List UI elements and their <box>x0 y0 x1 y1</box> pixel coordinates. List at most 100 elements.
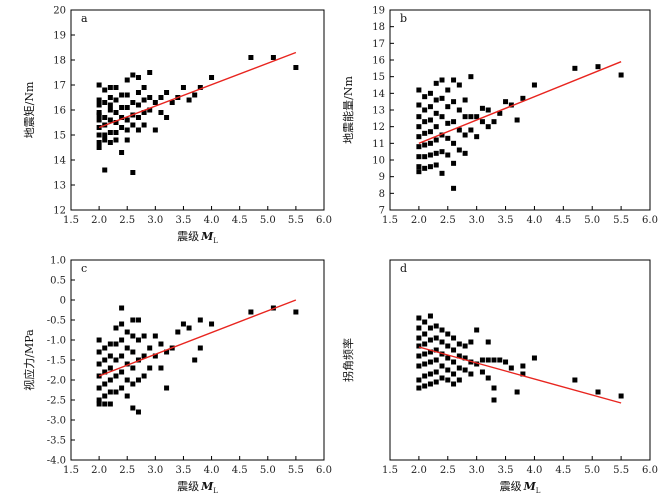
scatter-point <box>462 367 468 373</box>
scatter-point <box>439 170 445 176</box>
x-tick-label: 6.0 <box>642 215 658 226</box>
scatter-point <box>113 110 119 115</box>
scatter-point <box>248 55 254 60</box>
scatter-point <box>433 162 439 168</box>
scatter-point <box>147 70 153 75</box>
scatter-point <box>427 313 433 319</box>
scatter-point <box>462 343 468 349</box>
y-tick-label: -1.5 <box>47 356 66 367</box>
scatter-point <box>491 385 497 391</box>
scatter-point <box>456 82 462 88</box>
scatter-point <box>96 401 102 407</box>
y-tick-label: 17 <box>372 39 385 50</box>
y-tick-label: 12 <box>53 206 66 217</box>
scatter-point <box>445 104 451 110</box>
x-tick-label: 4.5 <box>232 465 248 476</box>
scatter-point <box>445 377 451 383</box>
scatter-point <box>158 365 164 371</box>
scatter-point <box>445 152 451 158</box>
scatter-point <box>119 385 125 391</box>
scatter-point <box>462 150 468 156</box>
scatter-point <box>180 85 186 90</box>
scatter-point <box>497 110 503 116</box>
scatter-point <box>130 381 136 387</box>
scatter-point <box>439 339 445 345</box>
scatter-point <box>130 365 136 371</box>
y-tick-label: 9 <box>379 172 385 183</box>
scatter-point <box>416 169 422 175</box>
scatter-point <box>474 361 480 367</box>
scatter-point <box>427 325 433 331</box>
scatter-point <box>96 97 102 103</box>
scatter-point <box>102 345 108 351</box>
scatter-point <box>462 97 468 103</box>
scatter-point <box>497 357 503 363</box>
scatter-point <box>456 107 462 113</box>
y-tick-label: 11 <box>372 139 385 150</box>
scatter-point <box>180 321 186 327</box>
scatter-point <box>147 365 153 371</box>
scatter-point <box>113 341 119 347</box>
scatter-point <box>520 371 526 377</box>
scatter-point <box>102 132 108 138</box>
y-tick-label: 20 <box>53 6 66 17</box>
scatter-point <box>102 393 108 399</box>
scatter-point <box>416 134 422 140</box>
scatter-point <box>503 359 509 365</box>
x-tick-label: 2.5 <box>119 465 135 476</box>
scatter-point <box>433 137 439 143</box>
scatter-point <box>427 152 433 158</box>
scatter-point <box>164 385 170 391</box>
scatter-point <box>433 150 439 156</box>
scatter-point <box>439 375 445 381</box>
scatter-point <box>416 325 422 331</box>
scatter-point <box>113 137 119 143</box>
y-tick-label: 14 <box>372 89 385 100</box>
x-tick-label: 2.0 <box>91 465 107 476</box>
scatter-point <box>96 337 102 343</box>
scatter-point <box>485 375 491 381</box>
scatter-point <box>124 127 130 133</box>
y-tick-label: 0 <box>60 296 66 307</box>
scatter-point <box>102 381 108 387</box>
scatter-point <box>175 329 181 335</box>
scatter-point <box>508 102 514 108</box>
scatter-point <box>491 357 497 363</box>
scatter-point <box>96 385 102 391</box>
x-tick-label: 4.5 <box>232 215 248 226</box>
y-tick-label: 15 <box>372 72 385 83</box>
y-tick-label: 14 <box>53 156 66 167</box>
y-tick-label: 10 <box>372 156 385 167</box>
scatter-point <box>147 345 153 351</box>
x-tick-label: 5.5 <box>613 215 629 226</box>
x-tick-label: 3.0 <box>147 215 163 226</box>
scatter-point <box>113 389 119 395</box>
scatter-point <box>595 389 601 395</box>
y-tick-label: 7 <box>379 206 385 217</box>
scatter-point <box>427 129 433 135</box>
scatter-point <box>124 393 130 399</box>
scatter-point <box>119 353 125 359</box>
scatter-point <box>130 405 136 411</box>
x-tick-label: 2.5 <box>440 215 456 226</box>
scatter-point <box>445 367 451 373</box>
scatter-point <box>113 120 119 125</box>
scatter-point <box>107 130 113 135</box>
y-tick-label: -2.0 <box>47 376 66 387</box>
scatter-point <box>107 117 113 123</box>
y-tick-label: 19 <box>372 6 385 17</box>
scatter-point <box>485 357 491 363</box>
x-tick-label: 5.5 <box>288 215 304 226</box>
scatter-point <box>152 353 158 359</box>
panel-b: 1.5 2.0 2.5 3.0 3.5 4.0 4.5 5.0 5.5 6.0 7 8 9 10 11 12 1… <box>341 6 658 227</box>
scatter-point <box>119 105 125 110</box>
scatter-point <box>293 309 299 315</box>
x-tick-label: 3.5 <box>175 465 191 476</box>
panel-c: 1.5 2.0 2.5 3.0 3.5 4.0 4.5 5.0 5.5 6.0 -4.0 -3.5 -3… <box>22 256 332 496</box>
scatter-point <box>451 77 457 83</box>
scatter-point <box>113 357 119 363</box>
scatter-point <box>416 102 422 108</box>
scatter-point <box>186 325 192 331</box>
scatter-point <box>416 353 422 359</box>
